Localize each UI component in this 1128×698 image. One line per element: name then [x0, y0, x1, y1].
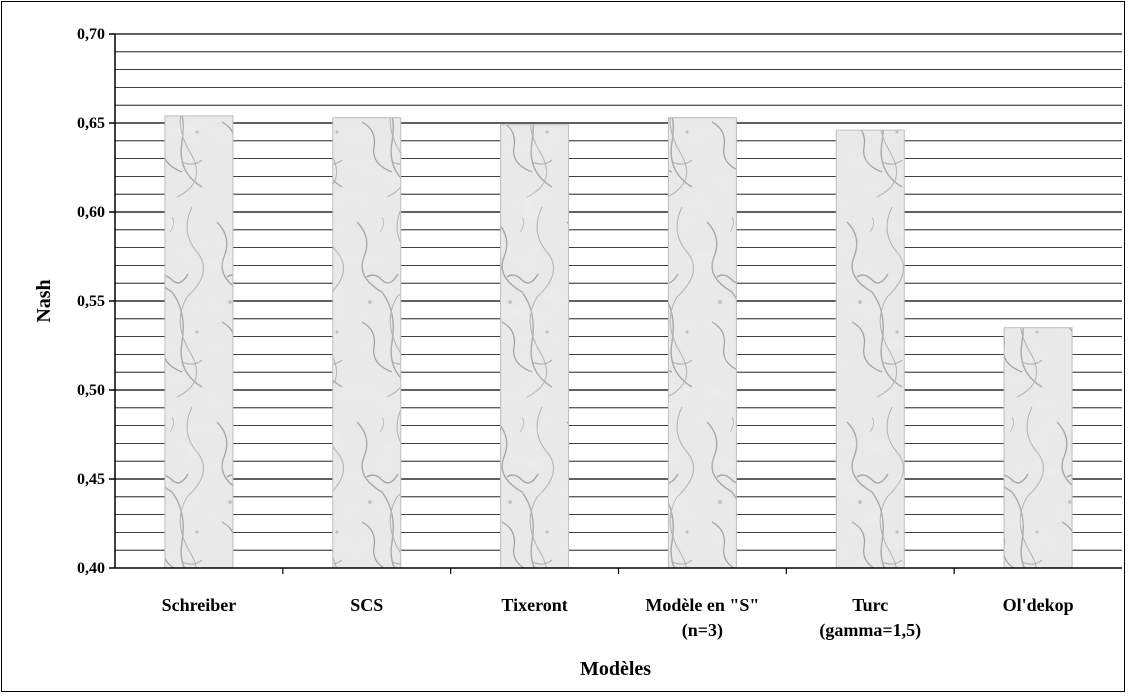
- bar-texture: [836, 130, 905, 568]
- bar: [332, 117, 402, 569]
- x-tick-label: Modèle en "S" (n=3): [645, 595, 759, 641]
- x-tick-label: Turc (gamma=1,5): [819, 595, 921, 641]
- bar-texture: [500, 124, 569, 568]
- bar: [1003, 327, 1073, 569]
- x-tick-label: SCS: [350, 595, 383, 615]
- axes: [109, 33, 1122, 574]
- y-tick-label: 0,70: [77, 26, 105, 43]
- bar: [835, 129, 905, 569]
- x-tick-label: Ol'dekop: [1003, 595, 1074, 615]
- bars: [164, 115, 1073, 569]
- y-tick-label: 0,45: [77, 471, 105, 488]
- bar: [164, 115, 234, 569]
- y-tick-label: 0,65: [77, 115, 105, 132]
- bar-texture: [332, 117, 401, 568]
- bar: [500, 124, 570, 569]
- y-tick-label: 0,60: [77, 204, 105, 221]
- gridlines: [115, 33, 1122, 551]
- x-tick-label: Schreiber: [162, 595, 237, 615]
- y-tick-label: 0,55: [77, 293, 105, 310]
- y-tick-label: 0,50: [77, 382, 105, 399]
- bar-texture: [668, 117, 737, 568]
- y-tick-label: 0,40: [77, 560, 105, 577]
- x-tick-label: Tixeront: [501, 595, 567, 615]
- bar-texture: [1004, 327, 1073, 568]
- tick-labels: 0,40 0,45 0,50 0,55 0,60 0,65 0,70 Schreiber SCS…: [77, 26, 1074, 641]
- bar-texture: [164, 115, 233, 568]
- y-axis-title: Nash: [33, 279, 55, 322]
- x-axis-title: Modèles: [580, 658, 651, 680]
- bar: [667, 117, 737, 569]
